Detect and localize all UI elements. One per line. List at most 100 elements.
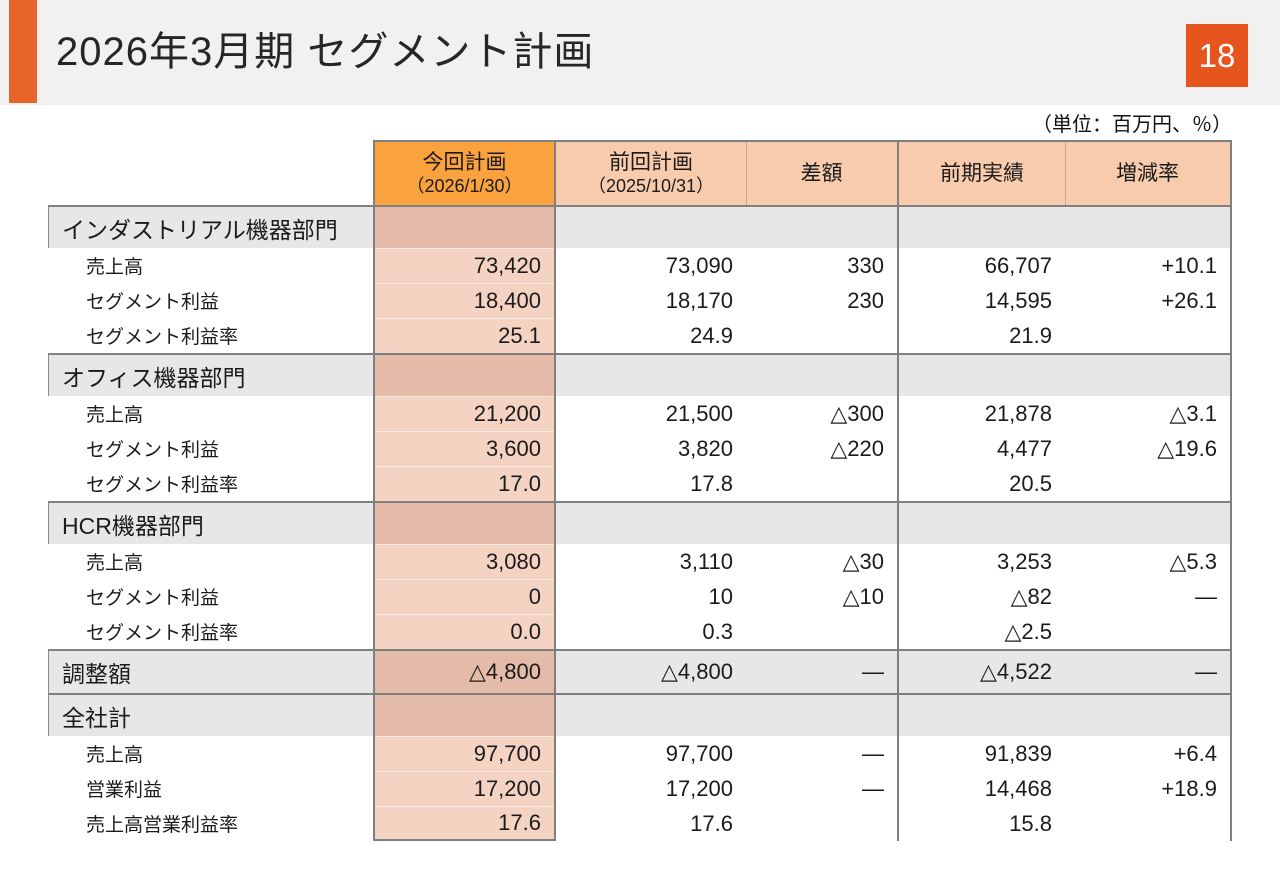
table-cell <box>746 614 897 649</box>
table-cell <box>1065 318 1232 353</box>
section-label: HCR機器部門 <box>48 501 373 544</box>
table-cell: 18,170 <box>665 287 733 313</box>
table-cell: 17.0 <box>373 466 556 501</box>
table-cell <box>373 501 556 544</box>
table-cell: △4,800 <box>556 649 746 693</box>
table-cell: 3,820 <box>677 435 733 461</box>
table-cell <box>746 205 897 248</box>
table-cell <box>897 353 1065 396</box>
table-cell: 3,253 <box>897 544 1065 579</box>
row-label: 調整額 <box>48 649 373 693</box>
table-cell: 3,080 <box>373 544 556 579</box>
table-cell <box>746 693 897 736</box>
table-cell: △4,800 <box>373 649 556 693</box>
table-cell: 3,600 <box>373 431 556 466</box>
table-cell: △5.3 <box>1065 544 1232 579</box>
data-row: セグメント利益 3,600 3,820 △220 4,477 △19.6 <box>48 431 1232 466</box>
adjustment-row: 調整額 △4,800 △4,800 ― △4,522 ― <box>48 649 1232 693</box>
table-cell: 14,468 <box>897 771 1065 806</box>
table-cell <box>1065 466 1232 501</box>
data-row: セグメント利益 0 10 △10 △82 ― <box>48 579 1232 614</box>
table-cell: 66,707 <box>897 248 1065 283</box>
header-current-label: 今回計画 <box>422 151 507 174</box>
table-cell <box>556 353 746 396</box>
table-cell: 3,110 <box>679 548 733 574</box>
table-cell: ― <box>1065 579 1232 614</box>
row-label: セグメント利益 <box>86 588 220 609</box>
data-row: セグメント利益率 25.1 24.9 21.9 <box>48 318 1232 353</box>
row-label: 売上高 <box>86 745 144 766</box>
table-cell: △220 <box>830 435 884 461</box>
table-cell: 17.6 <box>373 806 556 841</box>
table-cell: 24.9 <box>690 322 733 348</box>
table-cell <box>373 205 556 248</box>
table-cell: 17,200 <box>373 771 556 806</box>
table-cell: 17.8 <box>690 470 733 496</box>
row-label: 売上高 <box>86 405 144 426</box>
row-label: 売上高 <box>86 553 144 574</box>
table-cell: △3.1 <box>1065 396 1232 431</box>
header-previous-label: 前回計画 <box>609 151 693 174</box>
table-cell <box>746 501 897 544</box>
table-cell: 10 <box>708 583 733 609</box>
table-cell: △30 <box>842 548 884 574</box>
header-change-label: 増減率 <box>1116 162 1179 185</box>
header-current-date: （2026/1/30） <box>406 176 523 196</box>
table-cell <box>746 806 897 841</box>
table-cell <box>556 205 746 248</box>
table-cell <box>746 353 897 396</box>
table-cell: 14,595 <box>897 283 1065 318</box>
header-change: 増減率 <box>1065 140 1232 205</box>
header-previous-plan: 前回計画 （2025/10/31） <box>556 140 746 205</box>
header-actual: 前期実績 <box>897 140 1065 205</box>
page-title: 2026年3月期 セグメント計画 <box>56 30 595 74</box>
data-row: 売上高 97,700 97,700 ― 91,839 +6.4 <box>48 736 1232 771</box>
row-label: セグメント利益率 <box>86 475 239 496</box>
data-row: セグメント利益率 0.0 0.3 △2.5 <box>48 614 1232 649</box>
accent-bar <box>9 0 37 103</box>
section-label: オフィス機器部門 <box>48 353 373 396</box>
table-cell <box>746 466 897 501</box>
row-label: セグメント利益率 <box>86 327 239 348</box>
table-cell: ― <box>862 740 884 766</box>
table-cell: 17.6 <box>690 810 733 836</box>
table-cell <box>1065 614 1232 649</box>
section-row-hcr: HCR機器部門 <box>48 501 1232 544</box>
table-cell: +26.1 <box>1065 283 1232 318</box>
data-row: 営業利益 17,200 17,200 ― 14,468 +18.9 <box>48 771 1232 806</box>
table-cell: 0.0 <box>373 614 556 649</box>
header-current-plan: 今回計画 （2026/1/30） <box>373 140 556 205</box>
table-cell: 20.5 <box>897 466 1065 501</box>
table-cell: 21,500 <box>665 400 733 426</box>
data-row: 売上高 21,200 21,500 △300 21,878 △3.1 <box>48 396 1232 431</box>
table-header-row: 今回計画 （2026/1/30） 前回計画 （2025/10/31） 差額 前期… <box>48 140 1232 205</box>
title-band <box>0 0 1280 105</box>
table-cell: 18,400 <box>373 283 556 318</box>
row-label: セグメント利益 <box>86 292 220 313</box>
header-empty <box>48 140 373 205</box>
table-cell <box>373 693 556 736</box>
table-cell: 73,090 <box>665 252 733 278</box>
table-cell: △82 <box>897 579 1065 614</box>
data-row: 売上高営業利益率 17.6 17.6 15.8 <box>48 806 1232 841</box>
table-cell <box>897 501 1065 544</box>
section-row-total: 全社計 <box>48 693 1232 736</box>
table-cell <box>1065 806 1232 841</box>
table-cell: △300 <box>830 400 884 426</box>
row-label: 売上高 <box>86 257 144 278</box>
table-cell: 21,878 <box>897 396 1065 431</box>
page-number-badge: 18 <box>1186 24 1248 87</box>
segment-plan-table: 今回計画 （2026/1/30） 前回計画 （2025/10/31） 差額 前期… <box>48 140 1232 841</box>
table-cell <box>1065 693 1232 736</box>
table-cell: 17,200 <box>665 775 733 801</box>
table-cell: ― <box>746 649 897 693</box>
table-cell <box>556 501 746 544</box>
table-cell: +10.1 <box>1065 248 1232 283</box>
table-cell: ― <box>1065 649 1232 693</box>
table-cell: △10 <box>842 583 884 609</box>
table-cell: 97,700 <box>665 740 733 766</box>
row-label: 売上高営業利益率 <box>86 815 239 836</box>
table-cell: +6.4 <box>1065 736 1232 771</box>
data-row: 売上高 73,420 73,090 330 66,707 +10.1 <box>48 248 1232 283</box>
